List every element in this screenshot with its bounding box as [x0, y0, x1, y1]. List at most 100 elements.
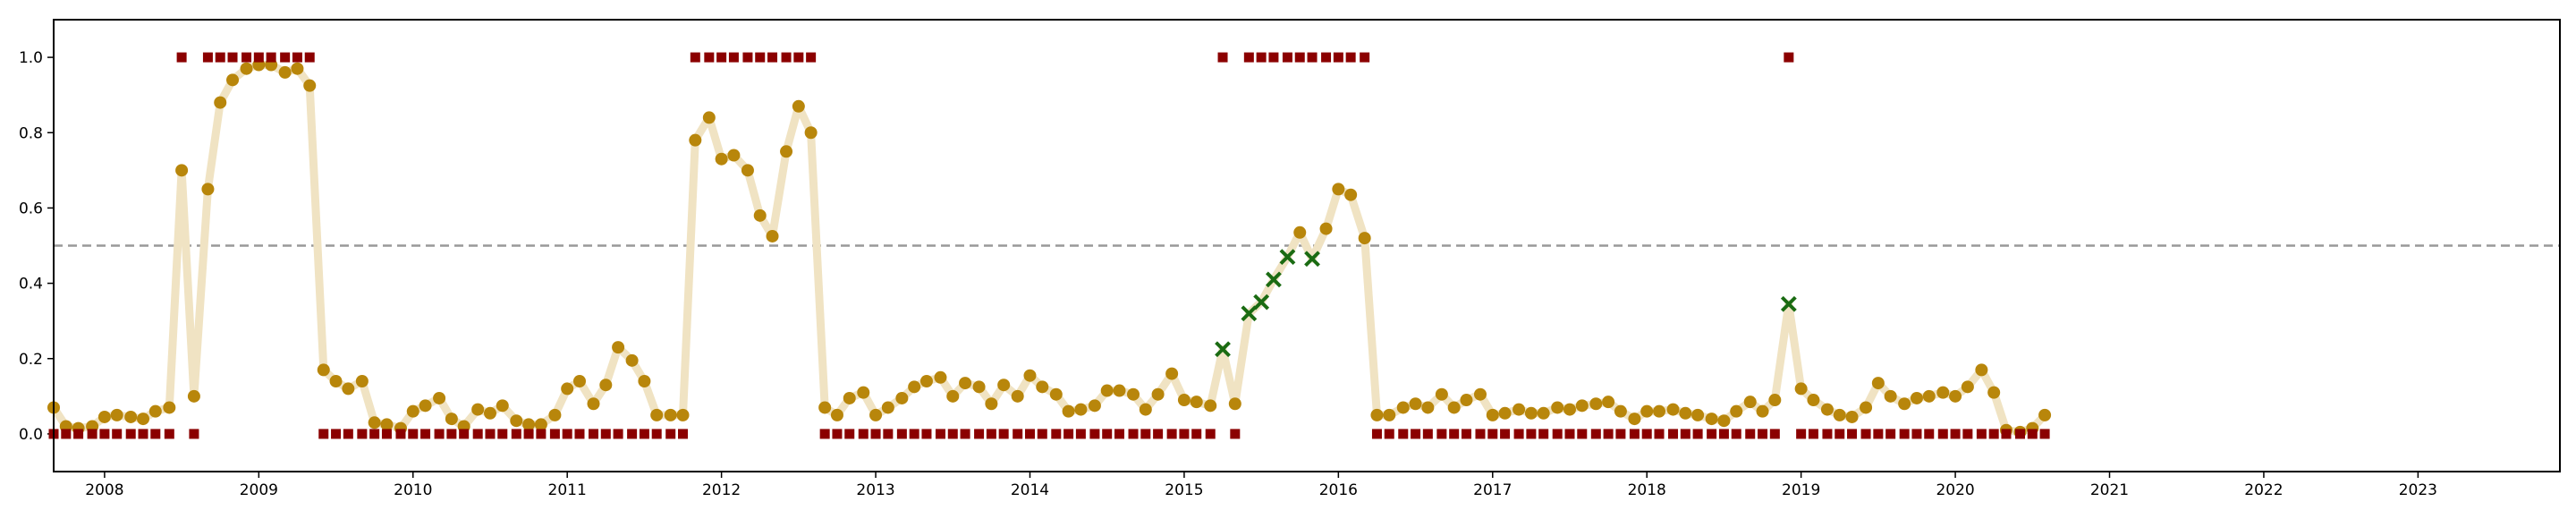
- x-tick-label: 2023: [2399, 481, 2437, 499]
- data-point: [1730, 404, 1743, 418]
- data-point: [715, 152, 728, 166]
- data-point: [1011, 389, 1024, 403]
- x-tick-label: 2011: [548, 481, 587, 499]
- data-point: [1190, 396, 1203, 409]
- label-marker-positive: [793, 52, 804, 63]
- label-marker-negative: [909, 429, 919, 439]
- data-point: [650, 408, 664, 421]
- data-point: [1113, 384, 1126, 397]
- data-point: [934, 370, 947, 384]
- data-point: [1807, 394, 1820, 407]
- label-marker-negative: [1629, 429, 1640, 439]
- data-point: [303, 79, 317, 92]
- label-marker-positive: [806, 52, 817, 63]
- data-point: [1987, 386, 2001, 399]
- data-point: [1705, 413, 1718, 426]
- label-marker-negative: [497, 429, 508, 439]
- label-marker-negative: [1205, 429, 1216, 439]
- label-marker-positive: [781, 52, 792, 63]
- label-marker-negative: [189, 429, 199, 439]
- label-marker-negative: [99, 429, 110, 439]
- data-point: [124, 410, 138, 423]
- data-point: [148, 404, 162, 418]
- label-marker-negative: [1487, 429, 1498, 439]
- series-line: [49, 61, 2049, 437]
- label-marker-negative: [511, 429, 521, 439]
- label-marker-negative: [1758, 429, 1768, 439]
- label-marker-negative: [974, 429, 985, 439]
- data-point: [1524, 406, 1538, 420]
- data-point: [1628, 413, 1641, 426]
- label-marker-negative: [947, 429, 958, 439]
- data-point: [1936, 386, 1950, 399]
- data-point: [317, 363, 330, 377]
- data-point: [857, 386, 870, 399]
- label-marker-negative: [472, 429, 483, 439]
- label-marker-negative: [1718, 429, 1729, 439]
- data-point: [1743, 396, 1757, 409]
- data-point: [1756, 404, 1769, 418]
- data-point: [368, 416, 381, 430]
- label-marker-negative: [420, 429, 431, 439]
- data-point: [972, 380, 986, 394]
- label-marker-negative: [1102, 429, 1113, 439]
- data-point: [1513, 403, 1526, 416]
- label-marker-negative: [651, 429, 662, 439]
- label-marker-negative: [1153, 429, 1164, 439]
- label-marker-negative: [1899, 429, 1910, 439]
- label-marker-negative: [2039, 429, 2050, 439]
- label-marker-negative: [858, 429, 869, 439]
- axis-ticks: [47, 56, 2419, 478]
- label-marker-negative: [1024, 429, 1035, 439]
- label-marker-negative: [73, 429, 84, 439]
- label-marker-negative: [639, 429, 649, 439]
- x-tick-label: 2012: [702, 481, 741, 499]
- data-point: [1421, 401, 1435, 414]
- label-marker-negative: [1885, 429, 1896, 439]
- data-point: [483, 406, 496, 420]
- data-point: [1679, 406, 1692, 420]
- data-point: [496, 399, 509, 413]
- data-point: [1666, 403, 1680, 416]
- data-point: [843, 391, 856, 404]
- label-marker-positive: [280, 52, 291, 63]
- label-marker-negative: [896, 429, 907, 439]
- label-marker-negative: [1051, 429, 1062, 439]
- data-point: [1074, 403, 1088, 416]
- data-point: [433, 391, 446, 404]
- anomaly-cross-stroke: [1304, 251, 1320, 268]
- data-point: [226, 73, 240, 87]
- data-point: [522, 418, 536, 431]
- data-point: [1139, 403, 1152, 416]
- data-point: [1127, 387, 1140, 401]
- plot-frame: [53, 19, 2561, 472]
- label-marker-negative: [1847, 429, 1858, 439]
- label-marker-negative: [1769, 429, 1780, 439]
- label-marker-negative: [1745, 429, 1756, 439]
- data-point: [1602, 396, 1615, 409]
- data-point: [1332, 183, 1345, 196]
- data-point: [561, 382, 574, 396]
- data-point: [1435, 387, 1448, 401]
- series-line-group: [49, 61, 2049, 437]
- label-marker-negative: [1191, 429, 1202, 439]
- label-marker-negative: [600, 429, 611, 439]
- data-point: [830, 408, 843, 421]
- label-marker-negative: [1924, 429, 1935, 439]
- data-point: [792, 99, 805, 113]
- data-point: [1961, 380, 1974, 394]
- data-point: [1884, 389, 1897, 403]
- label-marker-positive: [755, 52, 766, 63]
- data-point: [908, 380, 921, 394]
- label-marker-negative: [112, 429, 123, 439]
- label-marker-negative: [381, 429, 392, 439]
- label-marker-negative: [164, 429, 174, 439]
- anomaly-cross-stroke: [1266, 271, 1282, 288]
- x-tick-label: 2014: [1011, 481, 1049, 499]
- anomaly-point: [1279, 249, 1296, 266]
- data-point: [1717, 414, 1731, 428]
- label-marker-negative: [870, 429, 881, 439]
- anomaly-markers: [1215, 249, 1797, 358]
- label-marker-negative: [1398, 429, 1409, 439]
- label-marker-positive: [227, 52, 238, 63]
